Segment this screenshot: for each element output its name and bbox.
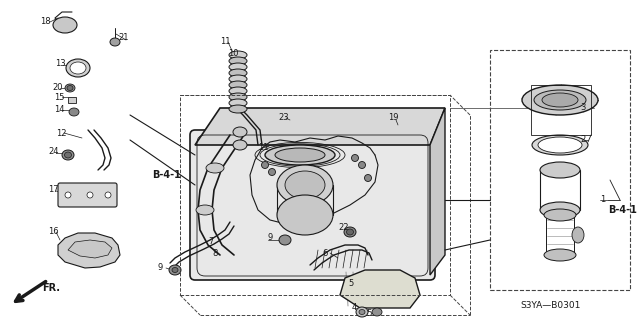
Ellipse shape <box>169 265 181 275</box>
Ellipse shape <box>269 168 275 175</box>
Bar <box>180 95 450 295</box>
Text: 21: 21 <box>118 33 129 42</box>
FancyBboxPatch shape <box>58 183 117 207</box>
Ellipse shape <box>229 51 247 59</box>
Ellipse shape <box>540 162 580 178</box>
Ellipse shape <box>62 150 74 160</box>
Ellipse shape <box>265 145 335 165</box>
Ellipse shape <box>359 309 365 315</box>
Text: 7: 7 <box>208 238 213 247</box>
Ellipse shape <box>233 140 247 150</box>
Ellipse shape <box>229 63 247 71</box>
Ellipse shape <box>285 171 325 199</box>
Ellipse shape <box>572 227 584 243</box>
Text: 1: 1 <box>600 196 605 204</box>
Ellipse shape <box>344 227 356 237</box>
Ellipse shape <box>540 202 580 218</box>
Text: 9: 9 <box>158 263 163 272</box>
Text: 16: 16 <box>48 227 59 236</box>
Ellipse shape <box>365 174 371 182</box>
Bar <box>68 97 76 103</box>
Text: 4: 4 <box>352 303 357 313</box>
Ellipse shape <box>229 75 247 83</box>
Ellipse shape <box>356 307 368 317</box>
Ellipse shape <box>65 84 75 92</box>
Text: 23: 23 <box>278 114 289 122</box>
Polygon shape <box>58 233 120 268</box>
Ellipse shape <box>233 127 247 137</box>
Text: 11: 11 <box>220 38 230 47</box>
Ellipse shape <box>110 38 120 46</box>
Ellipse shape <box>275 148 325 162</box>
Text: 18: 18 <box>40 18 51 26</box>
Ellipse shape <box>351 154 358 161</box>
Ellipse shape <box>69 108 79 116</box>
Polygon shape <box>68 240 112 258</box>
Text: 10: 10 <box>228 48 239 57</box>
Ellipse shape <box>346 229 353 235</box>
Polygon shape <box>195 108 445 145</box>
Ellipse shape <box>277 195 333 235</box>
Text: 11: 11 <box>258 144 269 152</box>
Ellipse shape <box>67 85 73 91</box>
Ellipse shape <box>229 57 247 65</box>
Text: S3YA—B0301: S3YA—B0301 <box>520 301 580 310</box>
Ellipse shape <box>229 93 247 101</box>
Ellipse shape <box>534 90 586 110</box>
Ellipse shape <box>65 192 71 198</box>
Text: 15: 15 <box>54 93 65 101</box>
Ellipse shape <box>229 105 247 113</box>
Ellipse shape <box>229 81 247 89</box>
Text: 14: 14 <box>54 106 65 115</box>
Ellipse shape <box>70 62 86 74</box>
Ellipse shape <box>522 85 598 115</box>
Text: B-4-1: B-4-1 <box>152 170 181 180</box>
Text: 2: 2 <box>580 136 585 145</box>
Ellipse shape <box>229 69 247 77</box>
Text: B-4-1: B-4-1 <box>608 205 637 215</box>
Ellipse shape <box>229 99 247 107</box>
Polygon shape <box>340 270 420 308</box>
Ellipse shape <box>105 192 111 198</box>
Text: 5: 5 <box>348 278 353 287</box>
Ellipse shape <box>53 17 77 33</box>
Ellipse shape <box>279 235 291 245</box>
Text: 6: 6 <box>322 249 328 257</box>
Ellipse shape <box>65 152 72 158</box>
Ellipse shape <box>172 268 178 272</box>
Ellipse shape <box>538 137 582 153</box>
Polygon shape <box>430 108 445 275</box>
Ellipse shape <box>532 135 588 155</box>
FancyBboxPatch shape <box>190 130 435 280</box>
Text: 12: 12 <box>56 129 67 137</box>
Text: FR.: FR. <box>42 283 60 293</box>
Ellipse shape <box>372 308 382 316</box>
Ellipse shape <box>229 87 247 95</box>
Text: 24: 24 <box>48 147 58 157</box>
Text: 3: 3 <box>580 103 586 113</box>
Text: 22: 22 <box>338 224 349 233</box>
Ellipse shape <box>542 93 578 107</box>
Bar <box>531 85 591 135</box>
Bar <box>490 50 630 290</box>
Ellipse shape <box>544 249 576 261</box>
Text: 13: 13 <box>55 58 66 68</box>
Ellipse shape <box>87 192 93 198</box>
Ellipse shape <box>262 161 269 168</box>
Text: 8: 8 <box>212 249 218 257</box>
Text: 9: 9 <box>268 233 273 241</box>
Ellipse shape <box>206 163 224 173</box>
Text: 19: 19 <box>388 114 399 122</box>
Text: 25: 25 <box>362 309 372 318</box>
Text: 17: 17 <box>48 186 59 195</box>
Ellipse shape <box>277 165 333 205</box>
Ellipse shape <box>358 161 365 168</box>
Text: 20: 20 <box>52 83 63 92</box>
Ellipse shape <box>196 205 214 215</box>
Ellipse shape <box>66 59 90 77</box>
Ellipse shape <box>544 209 576 221</box>
